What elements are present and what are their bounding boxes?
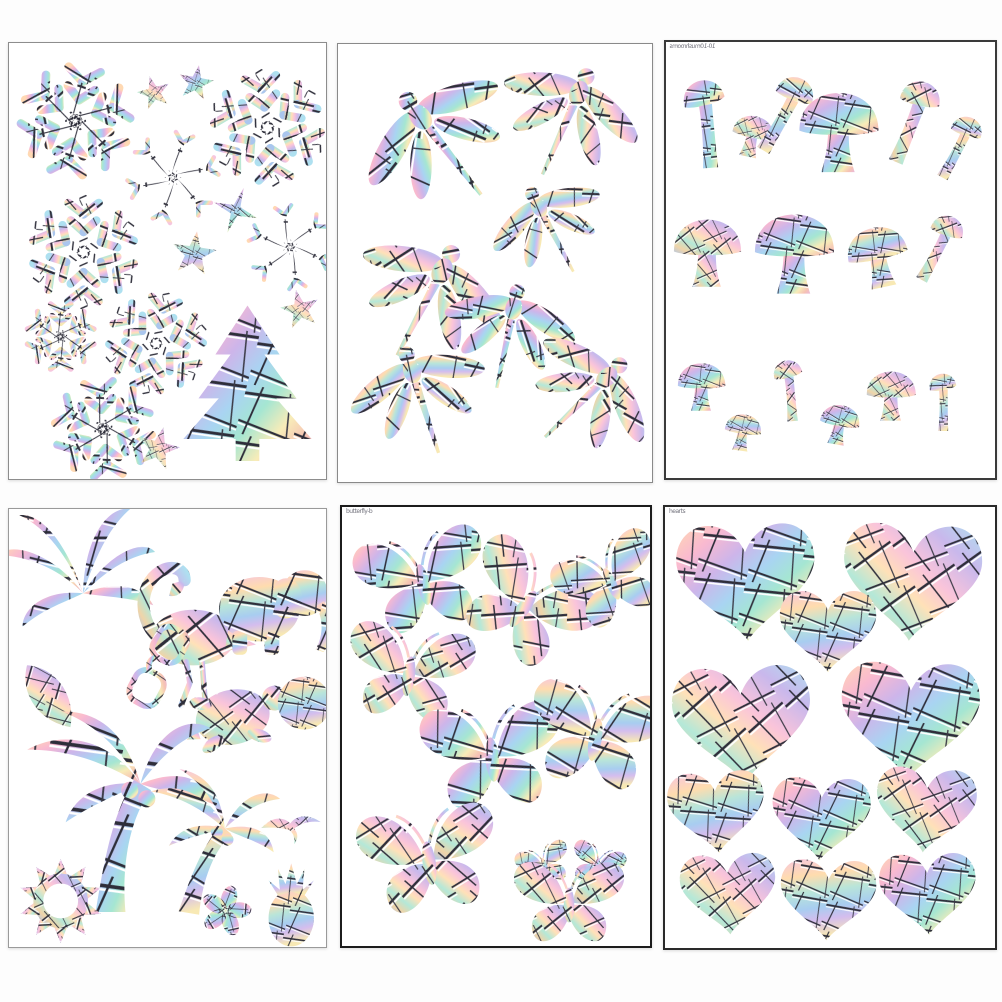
sticker-heart-facet-lines	[872, 765, 979, 856]
sticker-snowflake-facet-lines	[29, 198, 138, 306]
sticker-heart-facet-lines	[670, 663, 815, 787]
sticker-dragonfly-facet-lines	[338, 324, 509, 476]
sticker-pineapple-facet-lines	[268, 863, 314, 947]
sheet-art-butterflies	[342, 519, 650, 943]
sticker-heart-facet-lines	[878, 852, 978, 937]
sheet-code-label: hearts	[669, 508, 686, 515]
sticker-mushroom-tall-facet-lines	[935, 112, 986, 186]
sticker-star-facet-lines	[176, 62, 216, 101]
sticker-star-facet-lines	[169, 228, 219, 276]
sheet-dragonflies	[337, 43, 653, 483]
sticker-mushroom-facet-lines	[677, 363, 726, 411]
sheet-butterflies: butterfly-b	[340, 505, 652, 948]
sheet-hearts: hearts	[663, 505, 997, 950]
sticker-mushroom-facet-lines	[866, 371, 916, 421]
sticker-mushroom-tall-facet-lines	[886, 77, 944, 170]
sticker-leaf-facet-lines	[13, 655, 85, 737]
sticker-mushroom-tall-facet-lines	[914, 211, 968, 289]
sticker-butterfly-facet-lines	[351, 798, 506, 920]
sticker-butterfly-facet-lines	[512, 860, 626, 943]
sticker-mushroom-facet-lines	[799, 93, 879, 173]
sticker-mushroom-tall-facet-lines	[927, 371, 964, 433]
sticker-heart-facet-lines	[778, 858, 878, 943]
sheet-art-dragonflies	[338, 44, 652, 482]
sticker-sun-facet-lines	[18, 859, 102, 943]
sticker-dragonfly-facet-lines	[473, 158, 630, 302]
sticker-mushroom-facet-lines	[754, 214, 834, 294]
sticker-snowflake-facet-lines	[97, 285, 215, 402]
sticker-butterfly-facet-lines	[342, 617, 480, 728]
sheet-art-snowflakes	[9, 43, 326, 479]
sheet-tropical	[8, 508, 327, 948]
sticker-mushroom-facet-lines	[842, 221, 914, 294]
sticker-coconut-facet-lines	[277, 676, 326, 730]
sheet-snowflakes	[8, 42, 327, 480]
sticker-heart-facet-lines	[665, 768, 768, 857]
sheet-code-label: 10-10mushrooms	[670, 43, 716, 50]
sheet-art-hearts	[665, 521, 984, 943]
sheet-code-label: butterfly-b	[346, 508, 373, 515]
sheet-mushrooms: 10-10mushrooms	[664, 40, 997, 480]
sticker-heart-facet-lines	[838, 660, 982, 782]
sticker-snowflake-facet-lines	[9, 55, 142, 188]
sticker-mushroom-tall-facet-lines	[679, 75, 742, 172]
sticker-heart-facet-lines	[770, 776, 872, 863]
sticker-snowflake2-facet-lines	[242, 198, 326, 297]
sticker-heart-facet-lines	[779, 591, 877, 673]
sticker-elephant-facet-lines	[218, 570, 326, 655]
sheet-art-tropical	[9, 509, 326, 947]
sticker-mushroom-facet-lines	[816, 402, 863, 448]
sticker-snowflake2-facet-lines	[117, 121, 228, 234]
sticker-mushroom-tall-facet-lines	[770, 357, 815, 424]
sticker-dragonfly-facet-lines	[472, 44, 652, 206]
sheet-art-mushrooms	[673, 71, 986, 454]
sticker-star-facet-lines	[277, 286, 323, 330]
sticker-snowflake-facet-lines	[25, 301, 97, 372]
sticker-turtle-facet-lines	[177, 676, 296, 762]
sticker-mushroom-facet-lines	[673, 219, 742, 287]
sticker-star-facet-lines	[133, 72, 174, 111]
sticker-mushroom-facet-lines	[722, 412, 764, 454]
sticker-snowflake-facet-lines	[204, 65, 326, 191]
sticker-heart-facet-lines	[678, 851, 779, 937]
